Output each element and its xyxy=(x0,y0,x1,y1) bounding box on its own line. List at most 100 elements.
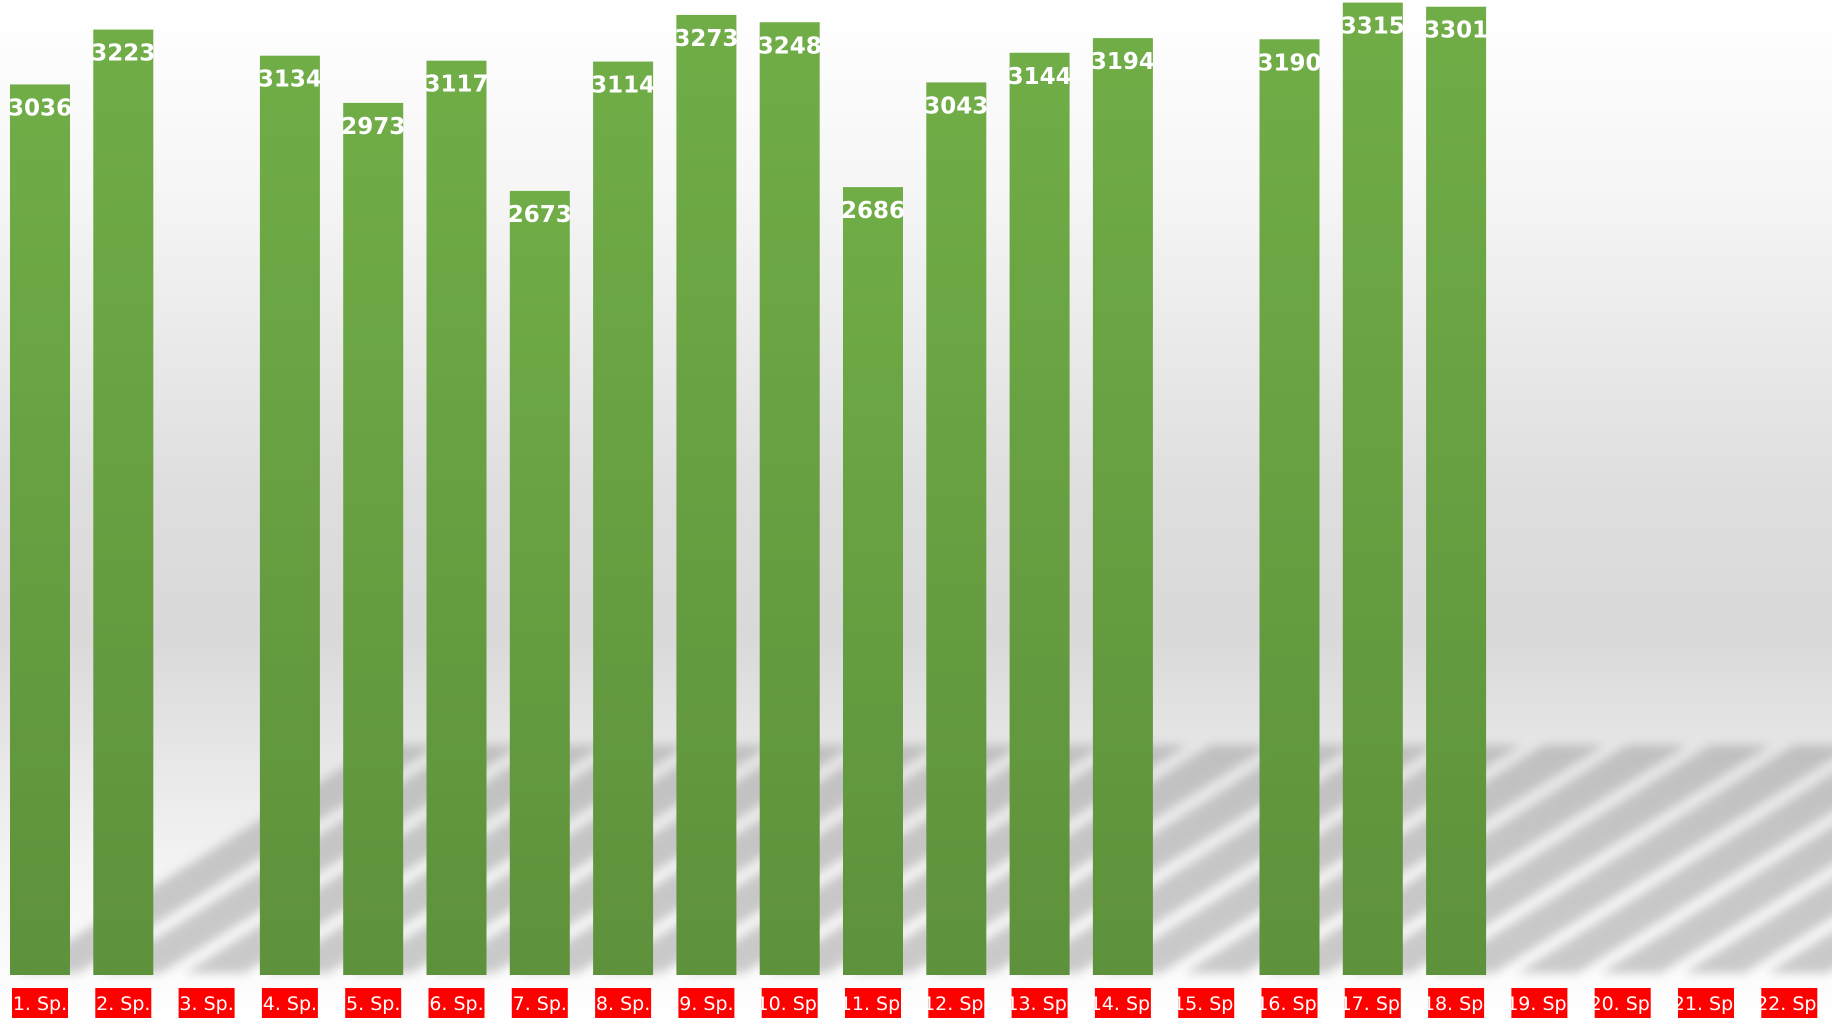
category-label-box xyxy=(1594,988,1651,1018)
category-label-text: 17. Sp. xyxy=(1340,993,1406,1015)
bars xyxy=(10,2,1487,976)
category-label-text: 14. Sp. xyxy=(1090,993,1156,1015)
value-label-4: 3134 xyxy=(258,67,322,93)
category-label-text: 21. Sp. xyxy=(1673,993,1739,1015)
category-label-text: 16. Sp. xyxy=(1256,993,1322,1015)
category-label-text: 6. Sp. xyxy=(429,993,483,1015)
category-label-box xyxy=(595,988,652,1018)
bar-11 xyxy=(843,187,903,975)
bar-12 xyxy=(926,82,987,976)
category-label-box xyxy=(1261,988,1318,1018)
bar-9 xyxy=(676,14,737,976)
bar-2 xyxy=(93,29,154,975)
category-label-text: 10. Sp. xyxy=(756,993,822,1015)
value-label-2: 3223 xyxy=(91,41,155,67)
category-label-text: 13. Sp. xyxy=(1006,993,1072,1015)
category-label-box xyxy=(928,988,985,1018)
category-label-box xyxy=(178,988,235,1018)
category-label-17: 17. Sp. xyxy=(1340,988,1406,1018)
category-label-box xyxy=(511,988,568,1018)
value-label-1: 3036 xyxy=(8,95,72,121)
value-labels: 3036 3223 3134 2973 3117 2673 3114 3273 3248 2686… xyxy=(8,14,1488,228)
value-label-5: 2973 xyxy=(341,114,405,140)
category-label-box xyxy=(1011,988,1068,1018)
category-label-text: 19. Sp. xyxy=(1506,993,1572,1015)
category-label-text: 20. Sp. xyxy=(1589,993,1655,1015)
category-label-6: 6. Sp. xyxy=(428,988,485,1018)
bar-18 xyxy=(1426,6,1487,976)
bar-6 xyxy=(426,60,487,976)
category-label-5: 5. Sp. xyxy=(345,988,402,1018)
category-label-15: 15. Sp. xyxy=(1173,988,1239,1018)
value-label-13: 3144 xyxy=(1008,64,1072,90)
value-label-7: 2673 xyxy=(508,202,572,228)
value-label-18: 3301 xyxy=(1424,18,1488,44)
category-label-text: 1. Sp. xyxy=(13,993,67,1015)
category-label-text: 2. Sp. xyxy=(96,993,150,1015)
value-label-17: 3315 xyxy=(1341,14,1405,40)
category-label-16: 16. Sp. xyxy=(1256,988,1323,1018)
category-label-box xyxy=(1094,988,1151,1018)
bar-shadow xyxy=(1767,932,1832,973)
category-label-text: 18. Sp. xyxy=(1423,993,1489,1015)
category-label-text: 3. Sp. xyxy=(179,993,233,1015)
bar-7 xyxy=(509,190,570,976)
bar-shadow xyxy=(1434,745,1832,973)
bar-shadow xyxy=(1517,773,1832,973)
category-label-text: 15. Sp. xyxy=(1173,993,1239,1015)
category-label-12: 12. Sp. xyxy=(923,988,990,1018)
value-label-11: 2686 xyxy=(841,198,905,224)
category-label-text: 12. Sp. xyxy=(923,993,989,1015)
category-label-21: 21. Sp. xyxy=(1673,988,1739,1018)
category-label-box xyxy=(1178,988,1235,1018)
category-label-text: 9. Sp. xyxy=(679,993,733,1015)
bar-8 xyxy=(593,61,654,976)
bar-14 xyxy=(1092,38,1153,976)
category-labels: 1. Sp. 2. Sp. 3. Sp. 4. Sp. 5. Sp. 6. Sp. 7. S… xyxy=(12,988,1823,1018)
category-label-box xyxy=(261,988,318,1018)
bar-13 xyxy=(1009,52,1070,975)
value-label-6: 3117 xyxy=(424,72,488,98)
category-label-8: 8. Sp. xyxy=(595,988,652,1018)
bar-4 xyxy=(259,55,320,975)
category-label-text: 11. Sp. xyxy=(840,993,906,1015)
category-label-9: 9. Sp. xyxy=(678,988,735,1018)
category-label-1: 1. Sp. xyxy=(12,988,68,1018)
value-label-8: 3114 xyxy=(591,73,655,99)
category-label-box xyxy=(761,988,818,1018)
category-label-22: 22. Sp. xyxy=(1756,988,1823,1018)
value-label-16: 3190 xyxy=(1257,50,1321,76)
value-label-10: 3248 xyxy=(758,33,822,59)
category-label-box xyxy=(95,988,152,1018)
category-label-box xyxy=(1428,988,1485,1018)
category-label-19: 19. Sp. xyxy=(1506,988,1573,1018)
category-label-box xyxy=(1678,988,1734,1018)
category-label-box xyxy=(1761,988,1818,1018)
bar-10 xyxy=(759,22,820,975)
category-label-box xyxy=(678,988,735,1018)
category-label-13: 13. Sp. xyxy=(1006,988,1073,1018)
category-label-7: 7. Sp. xyxy=(511,988,568,1018)
category-label-14: 14. Sp. xyxy=(1090,988,1156,1018)
category-label-text: 4. Sp. xyxy=(263,993,317,1015)
bar-17 xyxy=(1342,2,1403,976)
category-label-3: 3. Sp. xyxy=(178,988,235,1018)
category-label-box xyxy=(345,988,402,1018)
bar-1 xyxy=(10,84,70,975)
category-label-box xyxy=(845,988,901,1018)
category-label-20: 20. Sp. xyxy=(1589,988,1656,1018)
category-label-box xyxy=(12,988,68,1018)
category-label-text: 7. Sp. xyxy=(513,993,567,1015)
category-label-text: 5. Sp. xyxy=(346,993,400,1015)
category-label-2: 2. Sp. xyxy=(95,988,152,1018)
category-label-10: 10. Sp. xyxy=(756,988,823,1018)
bar-5 xyxy=(343,102,404,976)
value-label-14: 3194 xyxy=(1091,49,1155,75)
category-label-box xyxy=(1344,988,1401,1018)
bar-shadow xyxy=(1684,879,1832,973)
category-label-4: 4. Sp. xyxy=(261,988,318,1018)
category-label-box xyxy=(1511,988,1568,1018)
category-label-box xyxy=(428,988,485,1018)
category-label-text: 22. Sp. xyxy=(1756,993,1822,1015)
